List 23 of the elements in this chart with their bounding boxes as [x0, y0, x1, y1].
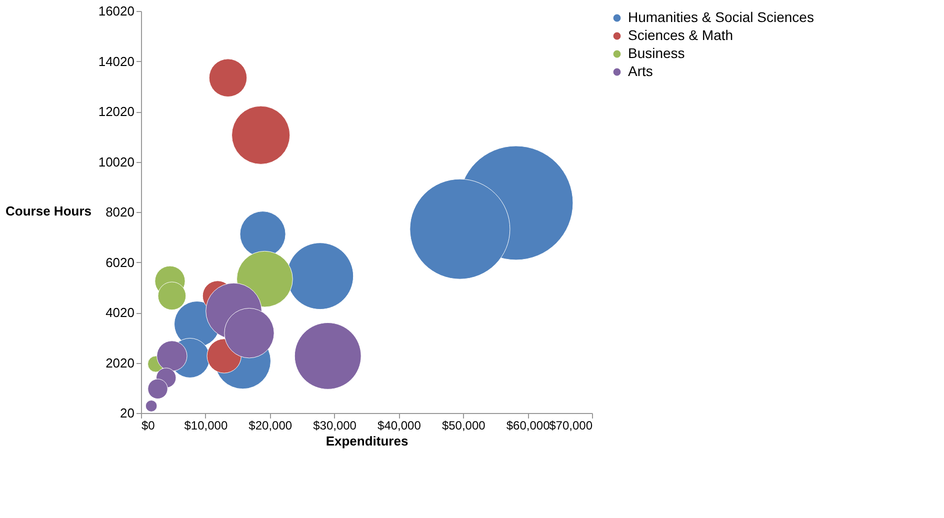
y-tick-label: 14020 [98, 54, 134, 69]
y-axis-title: Course Hours [6, 204, 92, 218]
y-tick-label: 12020 [98, 104, 134, 119]
x-tick-label: $70,000 [549, 418, 593, 432]
legend-label: Business [628, 45, 685, 61]
y-tick-label: 8020 [106, 204, 134, 220]
x-tick-label: $30,000 [313, 418, 357, 432]
y-tick-label: 10020 [98, 154, 134, 170]
y-tick-label: 4020 [106, 305, 134, 320]
legend-label: Humanities & Social Sciences [628, 9, 814, 25]
y-tick-label: 2020 [106, 355, 134, 370]
legend-label: Sciences & Math [628, 27, 734, 43]
x-tick-label: $20,000 [248, 418, 292, 432]
y-tick-label: 20 [120, 406, 134, 420]
x-tick-label: $0 [142, 418, 156, 432]
y-tick-label: 16020 [98, 4, 134, 18]
x-tick-label: $50,000 [442, 418, 486, 432]
x-tick-label: $60,000 [506, 418, 550, 432]
y-tick-label: 6020 [106, 254, 134, 270]
x-tick-label: $40,000 [378, 418, 422, 432]
legend-label: Arts [628, 63, 653, 79]
x-tick-label: $10,000 [184, 418, 228, 432]
x-axis-title: Expenditures [326, 434, 408, 448]
